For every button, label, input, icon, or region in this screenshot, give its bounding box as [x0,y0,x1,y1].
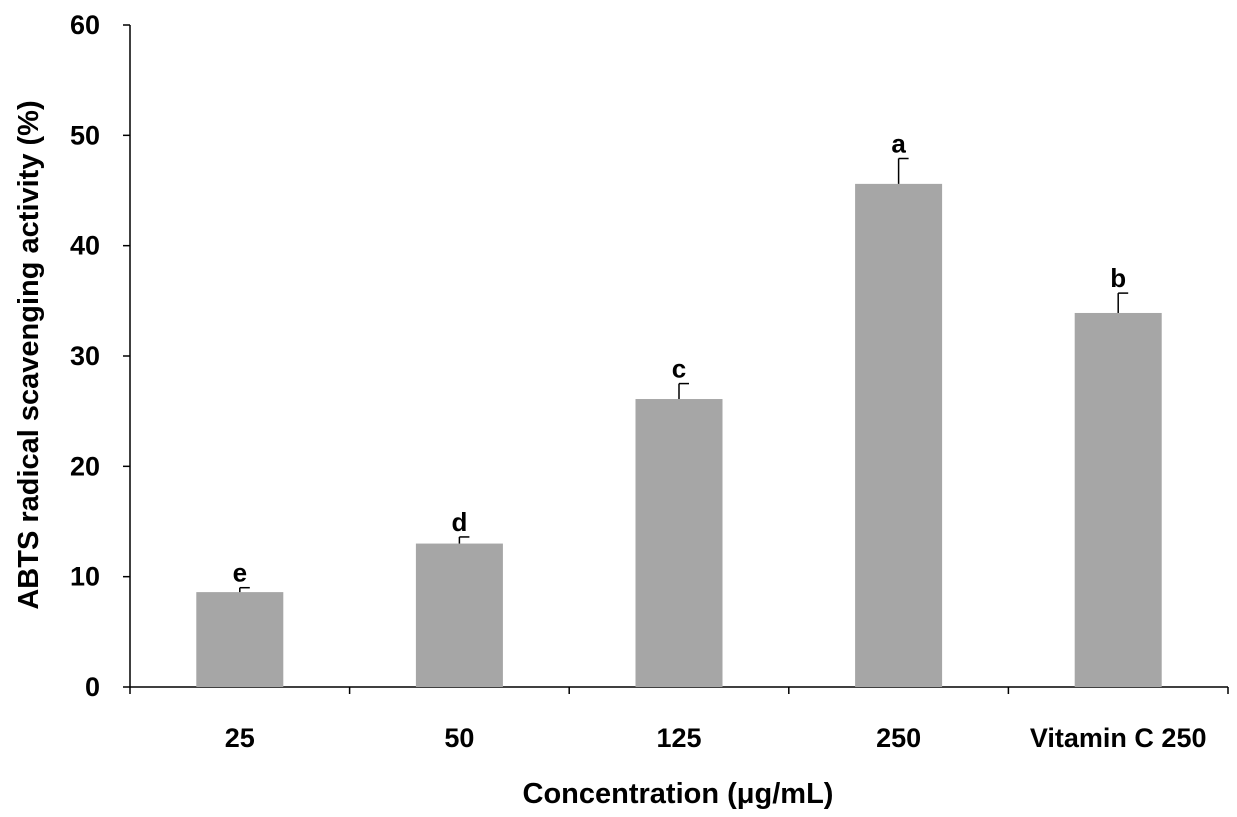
y-tick-label: 60 [70,10,100,40]
significance-label: a [891,129,906,159]
y-tick-label: 40 [70,231,100,261]
bar [415,543,503,687]
x-tick-label: 125 [656,723,701,753]
y-axis: 0 10 20 30 40 50 60 [70,10,131,702]
bar [1074,312,1162,687]
bar [855,183,943,687]
x-tick-label: 250 [876,723,921,753]
bar [635,399,723,687]
bars: e d c a b [196,129,1162,687]
x-tick-label: Vitamin C 250 [1030,723,1207,753]
y-tick-label: 50 [70,120,100,150]
y-tick-label: 20 [70,451,100,481]
significance-label: b [1110,263,1126,293]
x-tick-label: 50 [444,723,474,753]
significance-label: e [233,558,247,588]
x-axis: 25 50 125 250 Vitamin C 250 [129,686,1229,753]
significance-label: d [451,507,467,537]
x-tick-label: 25 [225,723,255,753]
y-tick-label: 0 [85,672,100,702]
x-axis-title: Concentration (μg/mL) [523,778,834,810]
significance-label: c [672,354,686,384]
y-axis-title: ABTS radical scavenging activity (%) [13,100,45,609]
y-tick-label: 10 [70,562,100,592]
bar [196,592,284,687]
y-tick-label: 30 [70,341,100,371]
